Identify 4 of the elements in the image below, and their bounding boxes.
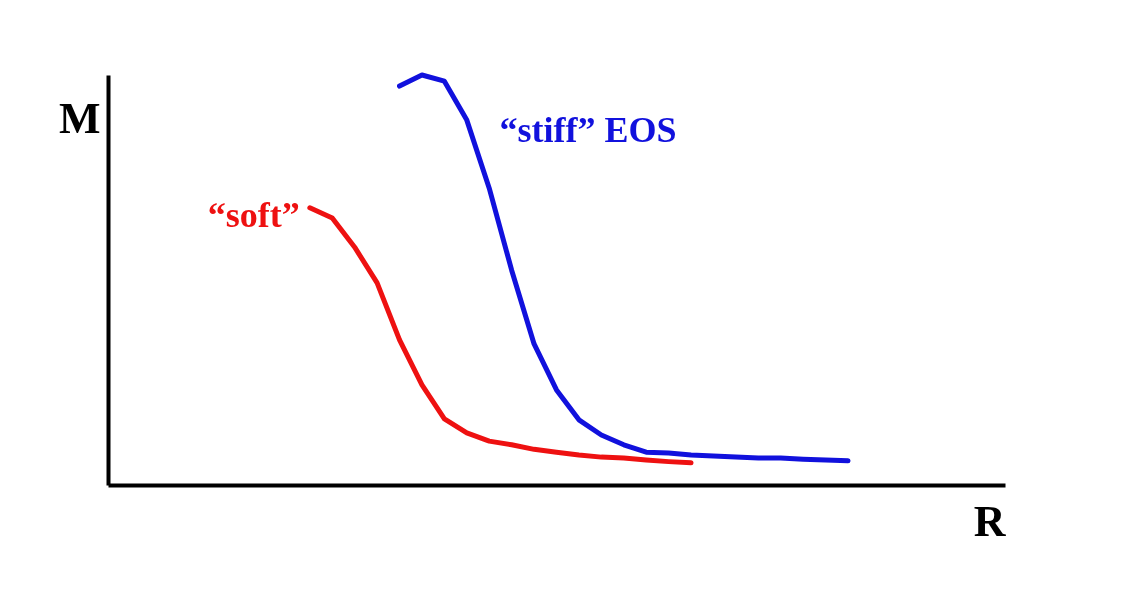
series-label: “stiff” EOS — [499, 110, 677, 151]
series-label: “soft” — [207, 194, 300, 235]
x-axis-title: R — [973, 496, 1007, 546]
y-axis-title: M — [58, 93, 101, 143]
